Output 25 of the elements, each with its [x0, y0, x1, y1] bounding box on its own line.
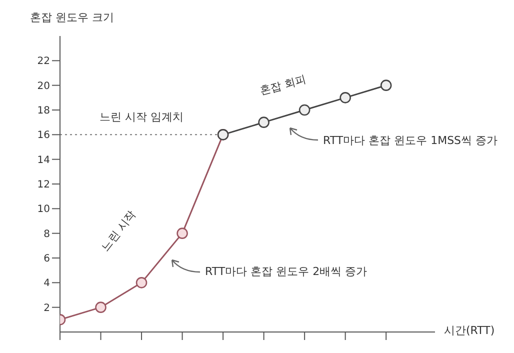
point [258, 116, 270, 128]
point [380, 80, 392, 91]
y-tick-label: 20 [37, 80, 50, 92]
point [298, 104, 310, 116]
y-tick-label: 4 [44, 278, 50, 290]
annotation: 느린 시작 [98, 208, 140, 254]
y-tick-label: 18 [37, 106, 50, 117]
y-tick-label: 6 [44, 254, 50, 265]
y-tick-label: 8 [44, 228, 50, 240]
y-tick-label: 12 [37, 180, 50, 191]
point [136, 277, 148, 288]
annotation: RTT마다 혼잡 윈도우 1MSS씩 증가 [323, 133, 498, 148]
y-tick-label: 16 [37, 130, 50, 142]
y-tick-label: 14 [37, 154, 50, 166]
y-tick-label: 2 [44, 302, 50, 314]
ref-line-label: 느린 시작 임계치 [100, 110, 184, 124]
x-axis-title: 시간(RTT) [444, 323, 495, 338]
point [340, 92, 351, 104]
point [176, 228, 188, 239]
annotation: RTT마다 혼잡 윈도우 2배씩 증가 [205, 264, 368, 279]
annotation: 혼잡 회피 [258, 72, 308, 98]
y-tick-label: 10 [37, 204, 50, 216]
y-tick-label: 22 [37, 56, 50, 68]
point [95, 302, 106, 313]
y-axis-title: 혼잡 윈도우 크기 [30, 10, 114, 25]
